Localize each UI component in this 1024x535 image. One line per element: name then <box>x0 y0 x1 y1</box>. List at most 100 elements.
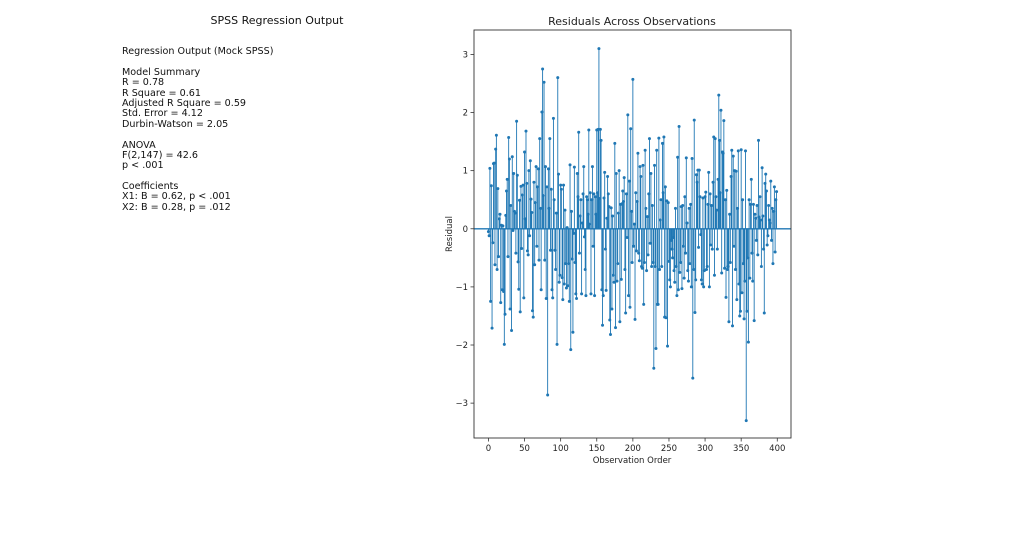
stem-marker <box>608 333 612 337</box>
stem-marker <box>726 265 730 269</box>
stem-marker <box>550 288 554 292</box>
stem-marker <box>647 192 651 196</box>
y-tick-label: 0 <box>463 225 468 235</box>
stem-marker <box>617 169 621 173</box>
stem-marker <box>770 206 774 210</box>
x-axis-label: Observation Order <box>593 456 672 466</box>
x-tick-label: 150 <box>589 444 605 454</box>
stem-marker <box>624 192 628 196</box>
stem-marker <box>588 222 592 226</box>
stem-marker <box>594 212 598 216</box>
stem-marker <box>671 256 675 260</box>
stem-marker <box>672 269 676 273</box>
stem-marker <box>536 167 540 171</box>
stem-marker <box>611 273 615 277</box>
y-tick-label: 3 <box>463 50 468 60</box>
stem-marker <box>773 250 777 254</box>
stem-marker <box>708 192 712 196</box>
stem-marker <box>507 157 511 161</box>
stem-marker <box>686 269 690 273</box>
stem-marker <box>601 323 605 327</box>
stem-marker <box>538 137 542 141</box>
stem-marker <box>604 288 608 292</box>
stem-marker <box>743 279 747 283</box>
stem-marker <box>600 288 604 292</box>
stem-marker <box>642 260 646 264</box>
stem-marker <box>577 130 581 134</box>
stem-marker <box>566 284 570 288</box>
stem-marker <box>690 156 694 160</box>
stem-marker <box>729 174 733 178</box>
y-tick-label: −3 <box>455 399 468 409</box>
stem-marker <box>738 314 742 318</box>
stem-marker <box>588 191 592 195</box>
report-line: Adjusted R Square = 0.59 <box>122 97 247 109</box>
stem-marker <box>511 229 515 233</box>
stem-marker <box>666 344 670 348</box>
stem-marker <box>615 279 619 283</box>
stem-marker <box>596 127 600 131</box>
stem-marker <box>598 197 602 201</box>
stem-marker <box>634 249 638 253</box>
stem-marker <box>616 211 620 215</box>
stem-marker <box>750 251 754 255</box>
stem-marker <box>717 93 721 97</box>
stem-marker <box>547 206 551 210</box>
stem-marker <box>614 326 618 330</box>
stem-marker <box>578 214 582 218</box>
stem-marker <box>625 235 629 239</box>
stem-marker <box>554 211 558 215</box>
stem-marker <box>637 259 641 263</box>
stem-marker <box>587 128 591 132</box>
stem-marker <box>769 179 773 183</box>
stem-marker <box>654 346 658 350</box>
stem-marker <box>502 342 506 346</box>
stem-marker <box>692 118 696 122</box>
stem-marker <box>668 285 672 289</box>
stem-marker <box>709 243 713 247</box>
stem-marker <box>632 222 636 226</box>
stem-marker <box>746 256 750 260</box>
stem-marker <box>720 271 724 275</box>
stem-marker <box>516 260 520 264</box>
stem-marker <box>549 187 553 191</box>
stem-marker <box>682 276 686 280</box>
stem-marker <box>645 269 649 273</box>
stem-marker <box>650 265 654 269</box>
stem-marker <box>590 198 594 202</box>
regression-report: Regression Output (Mock SPSS) Model Summa… <box>122 46 273 213</box>
stem-marker <box>564 262 568 266</box>
y-tick-label: −1 <box>455 283 468 293</box>
y-tick-label: 2 <box>463 109 468 119</box>
stem-marker <box>608 318 612 322</box>
stem-marker <box>687 206 691 210</box>
stem-marker <box>768 221 772 225</box>
stem-marker <box>603 247 607 251</box>
stem-marker <box>758 195 762 199</box>
stem-marker <box>506 255 510 259</box>
stem-marker <box>748 276 752 280</box>
stem-marker <box>774 198 778 202</box>
stem-marker <box>762 311 766 315</box>
stem-marker <box>562 282 566 286</box>
x-tick-label: 350 <box>733 444 749 454</box>
stem-marker <box>744 419 748 423</box>
y-tick-label: −2 <box>455 341 468 351</box>
stem-marker <box>700 282 704 286</box>
stem-marker <box>532 180 536 184</box>
stem-marker <box>613 141 617 145</box>
stem-marker <box>582 165 586 169</box>
stem-marker <box>757 215 761 219</box>
stem-marker <box>570 257 574 261</box>
stem-marker <box>629 127 633 131</box>
stem-marker <box>559 183 563 187</box>
stem-marker <box>542 80 546 84</box>
stem-marker <box>640 266 644 270</box>
stem-marker <box>567 299 571 303</box>
stem-marker <box>504 213 508 217</box>
stem-marker <box>609 206 613 210</box>
stem-marker <box>661 191 665 195</box>
stem-marker <box>628 305 632 309</box>
stem-marker <box>537 258 541 262</box>
stem-marker <box>564 286 568 290</box>
